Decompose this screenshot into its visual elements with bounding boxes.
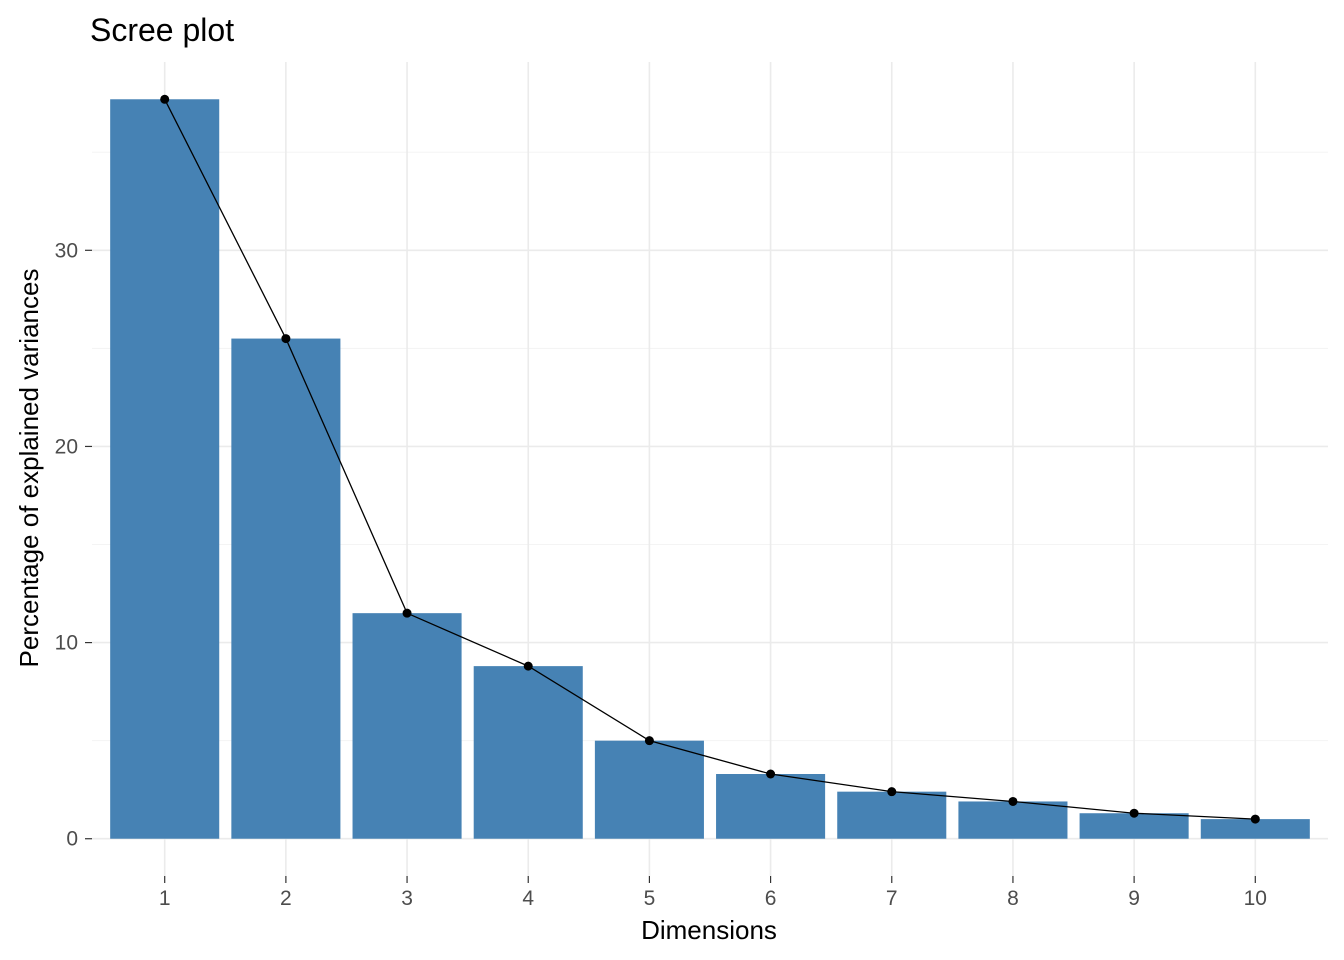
bar bbox=[352, 613, 462, 839]
data-point bbox=[523, 661, 533, 671]
x-tick-label: 5 bbox=[644, 887, 656, 910]
x-tick-label: 1 bbox=[159, 887, 171, 910]
axes: 0 10 20 30 1 2 3 4 5 6 7 8 9 10 bbox=[55, 239, 1267, 910]
bars bbox=[110, 99, 1310, 839]
bar bbox=[110, 99, 220, 839]
y-tick-label: 10 bbox=[55, 632, 78, 655]
x-tick-label: 4 bbox=[522, 887, 534, 910]
bar bbox=[958, 801, 1068, 839]
data-point bbox=[887, 787, 897, 797]
x-tick-label: 10 bbox=[1244, 887, 1267, 910]
y-tick-label: 30 bbox=[55, 239, 78, 262]
data-point bbox=[281, 334, 291, 344]
trend-line-group bbox=[164, 98, 1256, 820]
x-tick-label: 7 bbox=[886, 887, 898, 910]
x-tick-label: 8 bbox=[1007, 887, 1019, 910]
y-tick-label: 0 bbox=[66, 828, 78, 851]
data-point bbox=[402, 608, 412, 618]
bar bbox=[473, 666, 583, 839]
y-axis-title: Percentage of explained variances bbox=[14, 269, 44, 668]
data-point bbox=[1008, 796, 1018, 806]
y-tick-label: 20 bbox=[55, 435, 78, 458]
points bbox=[160, 94, 1260, 824]
x-tick-label: 3 bbox=[401, 887, 413, 910]
bar bbox=[716, 774, 826, 839]
x-tick-label: 2 bbox=[280, 887, 292, 910]
x-tick-label: 6 bbox=[765, 887, 777, 910]
data-point bbox=[644, 736, 654, 746]
data-point bbox=[160, 94, 170, 104]
data-point bbox=[1129, 808, 1139, 818]
bar bbox=[1200, 819, 1310, 839]
x-tick-label: 9 bbox=[1128, 887, 1140, 910]
bar bbox=[231, 338, 341, 839]
data-point bbox=[1250, 814, 1260, 824]
bar bbox=[837, 791, 947, 839]
x-axis-title: Dimensions bbox=[641, 915, 777, 945]
bar bbox=[594, 740, 704, 839]
chart-title: Scree plot bbox=[90, 12, 234, 48]
data-point bbox=[766, 769, 776, 779]
trend-line bbox=[164, 98, 1256, 820]
